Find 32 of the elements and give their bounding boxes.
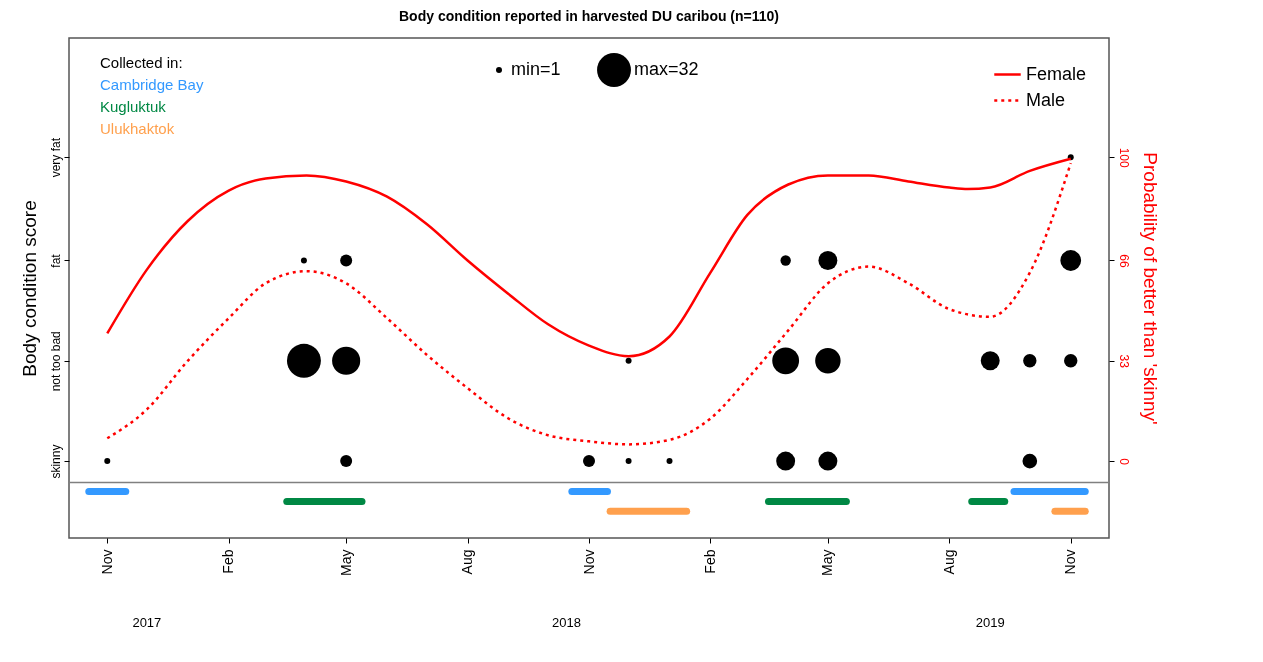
legend-title: Collected in: <box>100 54 183 71</box>
x-tick-label: Nov <box>580 549 597 575</box>
x-tick-label: Feb <box>701 549 718 574</box>
x2-tick-label: 2017 <box>132 615 162 630</box>
category-label: fat <box>48 254 63 268</box>
y-axis-title: Body condition score <box>18 200 40 377</box>
text: Ulukhaktok <box>100 120 175 137</box>
x-tick-label: Aug <box>940 549 957 575</box>
y2-tick-label: 100 <box>1116 147 1131 168</box>
x-tick-label: Aug <box>459 549 476 575</box>
x2-tick-label: 2019 <box>975 615 1005 630</box>
x-tick-label: May <box>819 549 836 576</box>
y2-tick-label: 66 <box>1116 254 1131 268</box>
x-tick-label: Nov <box>1062 549 1079 575</box>
text: Kugluktuk <box>100 98 167 115</box>
legend-label: Female <box>1026 63 1087 84</box>
x-tick-label: Nov <box>98 549 115 575</box>
legend-label: Male <box>1026 89 1066 110</box>
x-tick-label: Feb <box>220 549 237 574</box>
category-label: not too bad <box>48 331 63 392</box>
x2-tick-label: 2018 <box>552 615 582 630</box>
chart-title: Body condition reported in harvested DU caribou (n=110) <box>398 8 780 24</box>
category-label: skinny <box>48 444 63 479</box>
line-series <box>106 161 1072 446</box>
x-tick-label: May <box>337 549 354 576</box>
y2-axis-title: Probability of better than 'skinny' <box>1139 152 1161 425</box>
legend-label: min=1 <box>511 59 561 79</box>
y2-tick-label: 0 <box>1116 458 1131 466</box>
legend-label: max=32 <box>634 59 699 79</box>
text: Cambridge Bay <box>100 76 204 93</box>
category-label: very fat <box>48 137 63 178</box>
y2-tick-label: 33 <box>1116 354 1131 369</box>
